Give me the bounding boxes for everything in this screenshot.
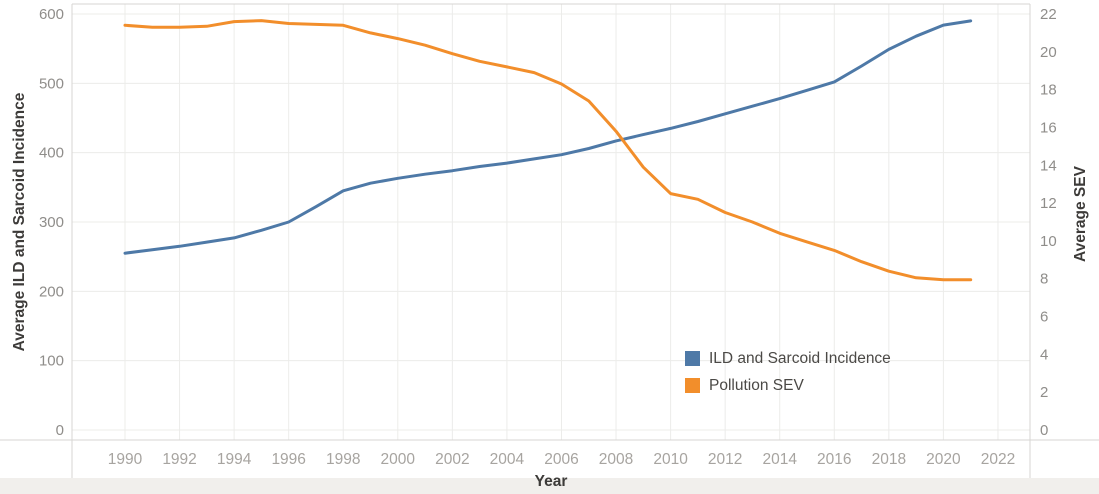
x-axis-title: Year [534, 473, 568, 490]
right-axis-title: Average SEV [1072, 166, 1089, 262]
legend: ILD and Sarcoid Incidence Pollution SEV [685, 345, 891, 399]
right-tick-label: 22 [1040, 6, 1057, 23]
x-tick-label: 2002 [435, 451, 469, 468]
right-tick-label: 2 [1040, 384, 1048, 401]
legend-item-pollution[interactable]: Pollution SEV [685, 372, 891, 399]
series-line-pollution[interactable] [123, 19, 973, 282]
right-tick-label: 6 [1040, 309, 1048, 326]
left-tick-label: 500 [39, 75, 64, 92]
right-tick-label: 20 [1040, 44, 1057, 61]
x-tick-label: 2016 [817, 451, 851, 468]
legend-label: ILD and Sarcoid Incidence [709, 349, 891, 367]
x-tick-label: 1994 [217, 451, 252, 468]
x-tick-label: 2008 [599, 451, 633, 468]
x-tick-label: 2006 [544, 451, 578, 468]
x-tick-label: 2000 [381, 451, 416, 468]
right-tick-label: 16 [1040, 119, 1057, 136]
x-tick-label: 1996 [271, 451, 305, 468]
right-tick-label: 14 [1040, 157, 1057, 174]
x-tick-label: 2018 [872, 451, 906, 468]
left-tick-label: 300 [39, 214, 64, 231]
x-tick-label: 1990 [108, 451, 143, 468]
legend-swatch-blue [685, 351, 700, 366]
legend-label: Pollution SEV [709, 376, 804, 394]
right-tick-label: 12 [1040, 195, 1057, 212]
left-tick-label: 100 [39, 353, 64, 370]
right-tick-label: 18 [1040, 82, 1057, 99]
left-axis-title: Average ILD and Sarcoid Incidence [11, 92, 28, 352]
legend-swatch-orange [685, 378, 700, 393]
series-line-ild[interactable] [123, 19, 973, 255]
right-tick-label: 0 [1040, 422, 1048, 439]
x-tick-label: 2010 [653, 451, 688, 468]
left-tick-label: 400 [39, 145, 64, 162]
x-tick-label: 1998 [326, 451, 360, 468]
legend-item-ild[interactable]: ILD and Sarcoid Incidence [685, 345, 891, 372]
x-tick-label: 2012 [708, 451, 742, 468]
x-tick-label: 2020 [926, 451, 961, 468]
x-tick-label: 2014 [762, 451, 797, 468]
left-tick-label: 0 [56, 422, 64, 439]
left-tick-label: 200 [39, 283, 64, 300]
x-tick-label: 1992 [162, 451, 196, 468]
right-tick-label: 10 [1040, 233, 1057, 250]
page-background-strip [0, 478, 1099, 494]
left-tick-label: 600 [39, 6, 64, 23]
right-tick-label: 8 [1040, 271, 1048, 288]
right-tick-label: 4 [1040, 346, 1048, 363]
x-tick-label: 2004 [490, 451, 525, 468]
x-tick-label: 2022 [981, 451, 1015, 468]
